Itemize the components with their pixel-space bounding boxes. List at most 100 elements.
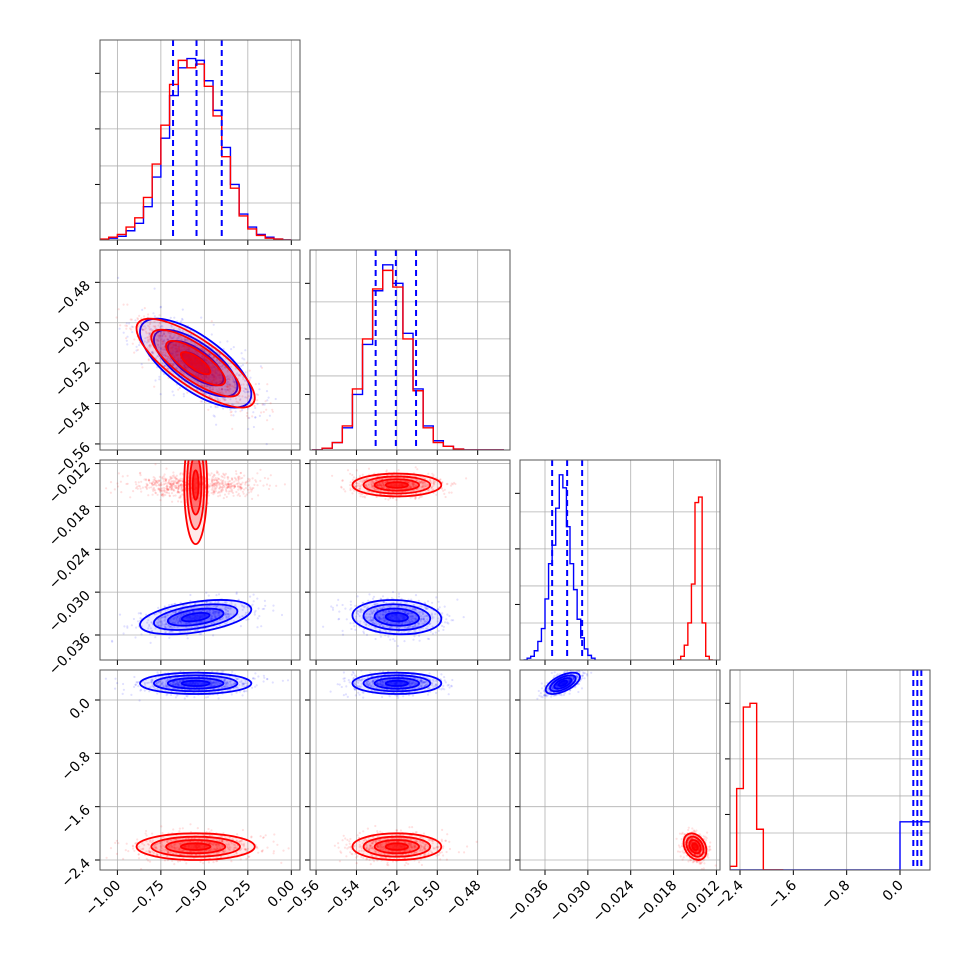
scatter-point [154,491,157,494]
scatter-point [222,483,225,486]
scatter-point [211,369,214,372]
scatter-point [246,605,249,609]
scatter-point [140,328,143,331]
scatter-point [210,622,213,625]
scatter-point [406,625,409,629]
scatter-point [215,381,218,384]
scatter-point [446,621,449,624]
scatter-point [147,359,150,362]
y-tick-label: −0.036 [46,630,94,678]
scatter-point [213,381,216,384]
scatter-point [423,622,426,625]
scatter-point [183,363,186,366]
scatter-point [138,699,141,702]
scatter-point [213,415,216,418]
scatter-point [183,364,186,367]
scatter-point [188,374,191,377]
scatter-point [392,638,395,641]
scatter-point [215,605,218,608]
scatter-point [196,351,199,354]
scatter-point [211,375,215,378]
scatter-point [367,599,370,602]
scatter-point [116,682,119,685]
scatter-point [227,386,230,389]
scatter-point [405,627,409,630]
scatter-point [140,363,143,366]
scatter-point [200,374,203,377]
scatter-point [181,318,184,321]
scatter-point [243,358,246,361]
scatter-point [224,390,228,393]
scatter-point [442,625,445,628]
scatter-point [176,481,179,484]
scatter-point [162,332,165,335]
scatter-point [215,423,218,426]
scatter-point [160,338,163,341]
scatter-point [200,376,203,379]
scatter-point [226,486,229,489]
scatter-point [210,615,213,618]
scatter-point [155,484,158,487]
scatter-point [376,603,379,606]
scatter-point [228,483,231,486]
scatter-point [160,624,163,628]
scatter-point [213,484,216,487]
scatter-point [190,626,193,629]
scatter-point [368,593,371,596]
scatter-point [262,410,265,414]
scatter-point [163,623,166,626]
scatter-point [218,373,221,376]
scatter-point [239,398,242,401]
scatter-point [105,487,108,490]
scatter-point [178,349,181,352]
scatter-point [234,485,237,488]
scatter-point [207,594,210,597]
scatter-point [187,348,190,352]
scatter-point [215,605,218,608]
y-tick-label: −0.024 [46,545,94,593]
scatter-point [163,489,166,492]
scatter-point [180,349,183,352]
scatter-point [247,416,250,419]
scatter-point [166,338,169,341]
scatter-point [149,331,152,334]
scatter-point [166,343,169,346]
scatter-point [213,491,216,494]
scatter-point [177,490,180,494]
scatter-point [417,622,420,626]
panel-content [310,250,510,450]
scatter-point [421,612,424,615]
scatter-point [182,395,185,398]
scatter-point [446,613,449,616]
scatter-point [177,484,180,487]
scatter-point [136,487,139,490]
scatter-point [133,351,136,354]
scatter-point [110,639,114,642]
scatter-point [376,609,379,612]
scatter-point [211,481,214,485]
scatter-point [171,347,174,350]
scatter-point [215,482,218,485]
scatter-point [232,380,236,383]
scatter-point [224,613,227,616]
scatter-point [408,630,411,633]
scatter-point [150,329,154,332]
scatter-point [169,347,172,350]
scatter-point [231,403,234,406]
scatter-point [206,604,209,608]
scatter-point [215,367,218,370]
scatter-point [179,609,182,612]
scatter-point [161,340,164,343]
scatter-point [437,608,440,611]
scatter-point [212,375,215,378]
panel-content [100,250,300,450]
scatter-point [217,478,220,481]
scatter-point [401,622,404,625]
scatter-point [173,485,176,488]
scatter-point [419,620,422,623]
scatter-point [157,618,160,621]
scatter-point [373,621,376,625]
scatter-point [226,607,229,610]
scatter-point [253,404,256,408]
scatter-point [172,474,175,477]
